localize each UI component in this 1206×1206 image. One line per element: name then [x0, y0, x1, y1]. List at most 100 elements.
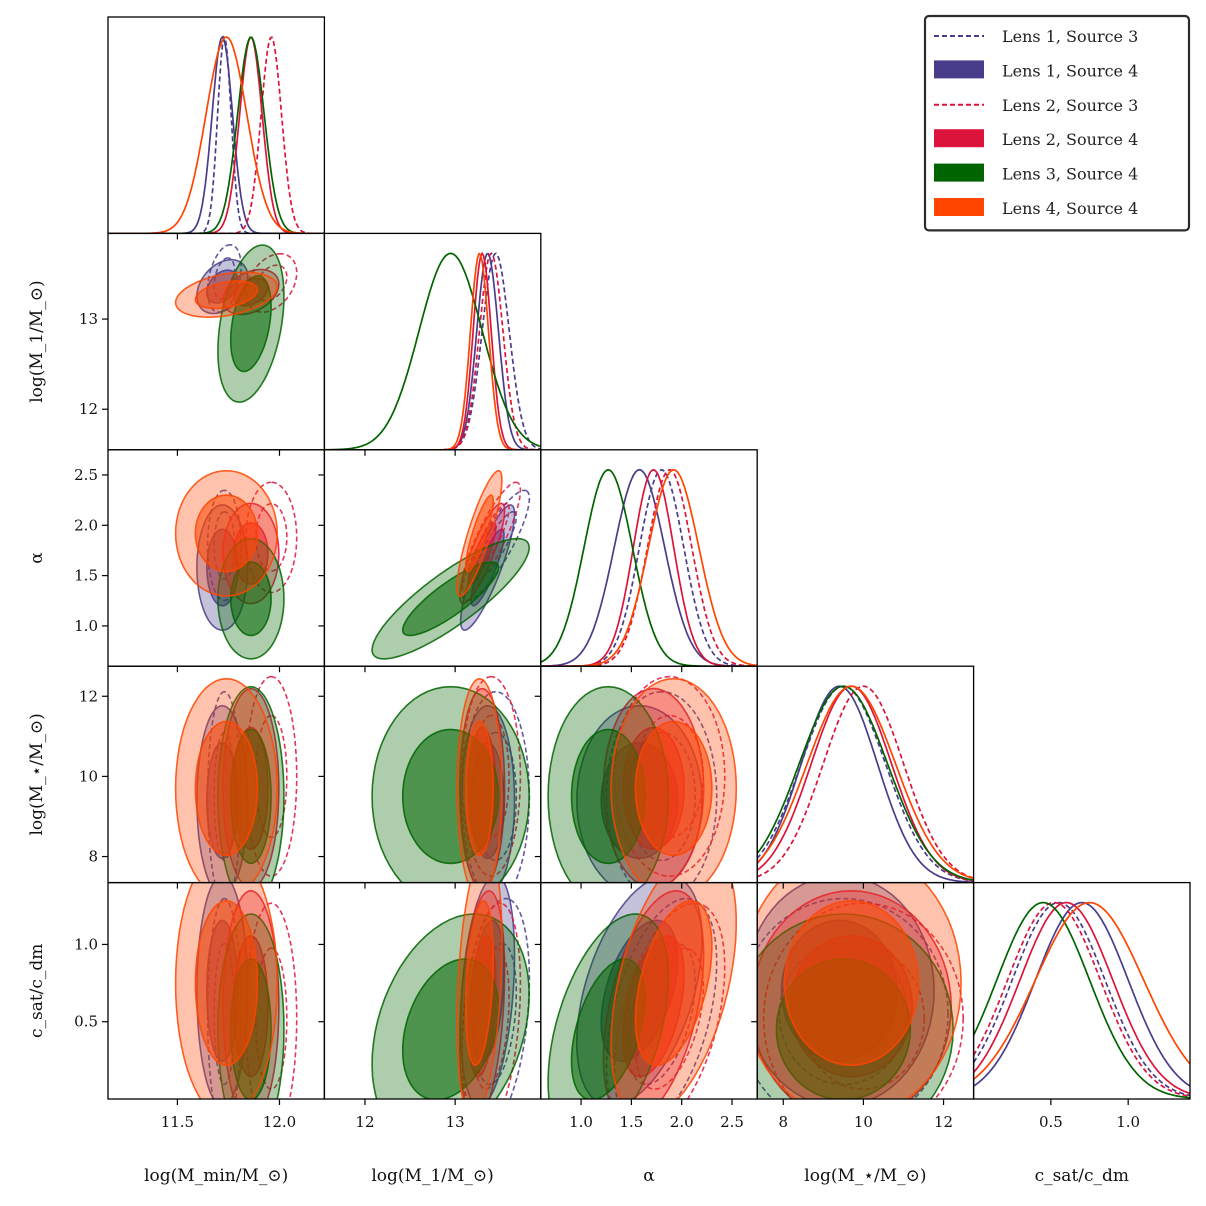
contour-inner-series-5 [194, 280, 259, 310]
marginal-curve-series-5 [324, 252, 541, 450]
x-tick-label: 8 [778, 1113, 788, 1131]
legend-label-2: Lens 2, Source 3 [1002, 96, 1138, 115]
contour-outer-series-2 [461, 902, 522, 1099]
contour-outer-series-0 [461, 690, 531, 883]
x-axis-label-csat: c_sat/c_dm [1035, 1166, 1129, 1186]
marginal-curve-series-4 [540, 469, 758, 667]
marginal-curve-series-0 [973, 901, 1190, 1097]
marginal-panel-mstar [757, 685, 974, 883]
x-tick-label: 0.5 [1039, 1113, 1063, 1131]
legend-swatch-1 [934, 60, 984, 79]
legend-label-5: Lens 4, Source 4 [1002, 199, 1138, 218]
x-tick-label: 13 [446, 1113, 465, 1131]
legend-label-4: Lens 3, Source 4 [1002, 165, 1138, 184]
marginal-panel-alpha [540, 468, 758, 667]
contour-panel-mstar-vs-mmin [174, 675, 298, 883]
marginal-curve-series-2 [324, 252, 541, 450]
marginal-curve-series-3 [324, 251, 541, 450]
y-tick-label: 1.5 [74, 567, 98, 585]
legend-label-3: Lens 2, Source 4 [1002, 130, 1138, 149]
legend-swatch-5 [934, 198, 984, 216]
marginal-curve-series-4 [108, 36, 325, 234]
marginal-curve-series-3 [973, 901, 1190, 1095]
contour-inner-series-5 [464, 720, 495, 857]
x-axis-label-m1: log(M_1/M_⊙) [371, 1166, 493, 1186]
x-axis-label-alpha: α [643, 1166, 655, 1186]
marginal-curve-series-2 [973, 901, 1190, 1098]
y-tick-label: 12 [79, 400, 98, 418]
contour-outer-series-2 [613, 902, 726, 1099]
legend-label-1: Lens 1, Source 4 [1002, 61, 1138, 80]
x-tick-label: 2.5 [720, 1113, 744, 1131]
legend-swatch-3 [934, 129, 984, 148]
marginal-panel-csat [973, 901, 1190, 1099]
contour-outer-series-0 [461, 489, 531, 602]
contour-inner-series-5 [194, 720, 259, 857]
contour-outer-series-2 [461, 675, 522, 878]
contour-panel-csat-vs-mmin [174, 882, 298, 1099]
x-axis-label-mmin: log(M_min/M_⊙) [144, 1166, 288, 1186]
contour-inner-series-5 [634, 720, 713, 857]
contour-inner-series-2 [472, 502, 510, 572]
contour-panel-mstar-vs-m1 [371, 675, 531, 883]
panel-frame [972, 881, 1191, 1100]
contour-outer-series-2 [245, 253, 298, 314]
y-tick-label: 10 [79, 767, 98, 785]
contour-inner-series-5 [464, 494, 495, 573]
marginal-curve-series-2 [540, 469, 758, 667]
contour-outer-series-2 [762, 902, 965, 1099]
contour-panel-csat-vs-m1 [371, 882, 531, 1099]
marginal-curve-series-0 [540, 468, 758, 667]
legend-box [923, 14, 1191, 232]
marginal-curve-series-5 [757, 685, 974, 880]
contour-inner-series-5 [783, 899, 920, 1067]
y-axis-label-mstar: log(M_⋆/M_⊙) [27, 713, 47, 835]
y-axis-label-m1: log(M_1/M_⊙) [27, 280, 47, 402]
marginal-curve-series-4 [324, 252, 541, 450]
contour-inner-series-0 [474, 731, 518, 862]
marginal-curve-series-1 [324, 252, 541, 450]
x-tick-label: 1.0 [1116, 1113, 1140, 1131]
contour-inner-series-2 [254, 947, 288, 1090]
contour-inner-series-5 [634, 900, 713, 1067]
contour-inner-series-5 [194, 494, 259, 573]
y-tick-label: 1.0 [74, 617, 98, 635]
contour-panel-m1-vs-mmin [174, 243, 298, 403]
y-tick-label: 1.0 [74, 935, 98, 953]
contour-panel-mstar-vs-alpha [547, 675, 738, 883]
contour-inner-series-5 [194, 899, 259, 1067]
legend: Lens 1, Source 3 Lens 1, Source 4 Lens 2, … [923, 14, 1191, 232]
y-tick-label: 0.5 [74, 1013, 98, 1031]
x-tick-label: 12.0 [263, 1113, 296, 1131]
contour-inner-series-2 [472, 947, 510, 1090]
x-tick-label: 10 [854, 1113, 873, 1131]
marginal-curve-series-1 [108, 35, 325, 234]
y-tick-label: 13 [79, 310, 98, 328]
contour-panel-alpha-vs-m1 [371, 469, 531, 660]
marginal-curve-series-4 [757, 685, 974, 881]
x-tick-label: 2.0 [670, 1113, 694, 1131]
x-tick-label: 11.5 [161, 1113, 194, 1131]
marginal-curve-series-3 [108, 36, 325, 234]
y-tick-label: 2.5 [74, 466, 98, 484]
contour-panel-csat-vs-alpha [547, 882, 738, 1099]
contour-outer-series-2 [245, 675, 298, 878]
marginal-curve-series-1 [973, 901, 1190, 1087]
legend-swatch-4 [934, 163, 984, 182]
y-axis-label-csat: c_sat/c_dm [27, 944, 47, 1038]
marginal-panel-m1 [324, 251, 541, 450]
x-tick-label: 1.5 [619, 1113, 643, 1131]
marginal-curve-series-2 [757, 685, 974, 879]
y-axis-label-alpha: α [27, 552, 47, 564]
y-tick-label: 12 [79, 687, 98, 705]
x-tick-label: 12 [355, 1113, 374, 1131]
contour-inner-series-2 [254, 502, 288, 572]
marginal-curve-series-5 [973, 901, 1190, 1080]
contour-panel-alpha-vs-mmin [174, 469, 298, 660]
marginal-curve-series-1 [757, 685, 974, 883]
marginal-panel-mmin [108, 35, 325, 234]
x-tick-label: 1.0 [569, 1113, 593, 1131]
contour-inner-series-5 [464, 900, 495, 1067]
x-axis-label-mstar: log(M_⋆/M_⊙) [804, 1166, 926, 1186]
